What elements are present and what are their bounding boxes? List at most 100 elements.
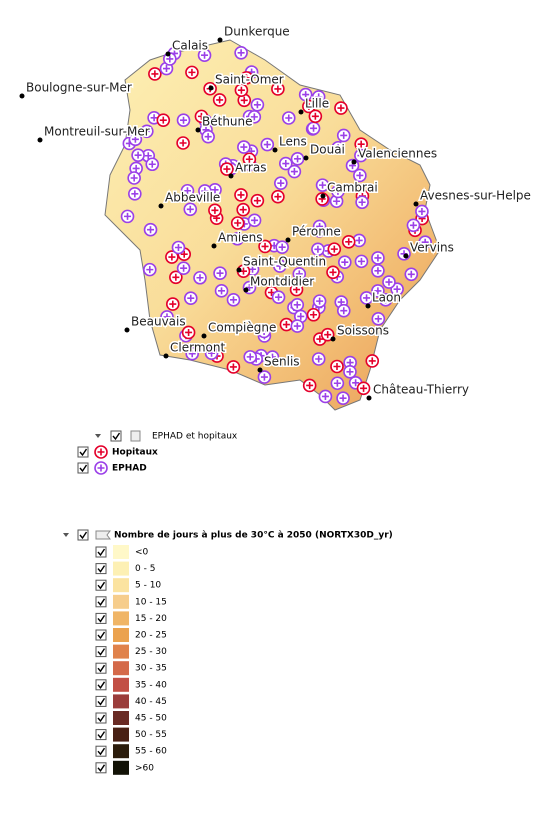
marker-cross <box>294 155 302 163</box>
class-label: 55 - 60 <box>135 747 167 757</box>
city-label: Cambrai <box>327 181 378 195</box>
marker-cross <box>246 353 254 361</box>
marker-cross <box>185 328 193 336</box>
marker-cross <box>253 101 261 109</box>
marker-cross <box>174 243 182 251</box>
marker-cross <box>276 262 284 270</box>
city-dot <box>330 336 336 342</box>
marker-cross <box>211 206 219 214</box>
checkbox <box>95 762 107 774</box>
city-label: Beauvais <box>131 315 186 329</box>
city-label: Château-Thierry <box>373 383 469 397</box>
city-dot <box>403 253 409 259</box>
check <box>97 731 106 739</box>
checkbox <box>95 695 107 707</box>
marker-cross <box>143 127 151 135</box>
city-dot <box>201 333 207 339</box>
city-label: Abbeville <box>165 191 220 205</box>
marker-cross <box>293 322 301 330</box>
group-label: EPHAD et hopitaux <box>152 432 238 442</box>
marker-cross <box>293 286 301 294</box>
marker-cross <box>216 269 224 277</box>
class-label: 40 - 45 <box>135 697 167 707</box>
marker-cross <box>355 236 363 244</box>
city-dot <box>351 159 357 165</box>
marker-cross <box>201 51 209 59</box>
marker-cross <box>319 181 327 189</box>
marker-cross <box>162 65 170 73</box>
class-label: 30 - 35 <box>135 664 167 674</box>
checkbox <box>95 646 107 658</box>
marker-cross <box>216 96 224 104</box>
marker-cross <box>316 222 324 230</box>
marker-cross <box>310 124 318 132</box>
marker-cross <box>131 190 139 198</box>
marker-cross <box>346 359 354 367</box>
marker-cross <box>341 258 349 266</box>
marker-cross <box>159 116 167 124</box>
check <box>97 681 106 689</box>
marker-cross <box>144 152 152 160</box>
marker-cross <box>148 160 156 168</box>
class-swatch <box>113 711 129 725</box>
marker-cross <box>302 91 310 99</box>
marker-cross <box>201 187 209 195</box>
class-swatch <box>113 578 129 593</box>
marker-cross <box>204 133 212 141</box>
marker-cross <box>421 238 429 246</box>
marker-cross <box>183 187 191 195</box>
marker-cross <box>333 197 341 205</box>
marker-cross <box>357 140 365 148</box>
marker-cross <box>260 327 268 335</box>
class-swatch <box>113 694 129 709</box>
marker-cross <box>393 285 401 293</box>
legend: EPHAD et hopitaux Hopitaux EPHAD Nombre de … <box>63 430 393 775</box>
expand-arrow <box>95 434 101 438</box>
city-dot <box>366 395 372 401</box>
marker-cross <box>239 206 247 214</box>
class-swatch <box>113 727 129 742</box>
marker-cross <box>278 243 286 251</box>
city-dot <box>165 51 171 57</box>
class-swatch <box>113 594 129 609</box>
layer-label: Nombre de jours à plus de 30°C à 2050 (N… <box>114 531 393 541</box>
marker-cross <box>263 141 271 149</box>
marker-cross <box>242 74 250 82</box>
city-dot <box>37 137 43 143</box>
city-label: Lens <box>279 135 307 149</box>
marker-cross <box>150 114 158 122</box>
check <box>97 747 106 756</box>
marker-cross <box>237 191 245 199</box>
checkbox <box>77 446 89 458</box>
check <box>79 531 88 540</box>
city-dot <box>303 155 309 161</box>
marker-cross <box>363 294 371 302</box>
legend-symbol-cross <box>97 464 105 472</box>
marker-cross <box>233 235 241 243</box>
checkbox <box>95 712 107 724</box>
checkbox <box>77 462 89 474</box>
checkbox <box>95 729 107 741</box>
marker-cross <box>169 300 177 308</box>
marker-cross <box>339 394 347 402</box>
class-label: 0 - 5 <box>135 564 155 574</box>
marker-cross <box>374 267 382 275</box>
city-dot <box>195 127 201 133</box>
marker-cross <box>360 384 368 392</box>
class-label: 50 - 55 <box>135 730 167 740</box>
city-dot <box>124 327 130 333</box>
marker-cross <box>197 112 205 120</box>
city-label: Amiens <box>218 231 262 245</box>
marker-cross <box>180 116 188 124</box>
marker-cross <box>358 198 366 206</box>
checkbox <box>95 579 107 591</box>
marker-cross <box>330 245 338 253</box>
marker-cross <box>321 392 329 400</box>
city-dot <box>413 201 419 207</box>
check <box>97 764 106 772</box>
class-swatch <box>113 545 129 559</box>
marker-cross <box>418 207 426 215</box>
class-swatch <box>113 760 129 775</box>
city-label: Boulogne-sur-Mer <box>26 81 132 95</box>
